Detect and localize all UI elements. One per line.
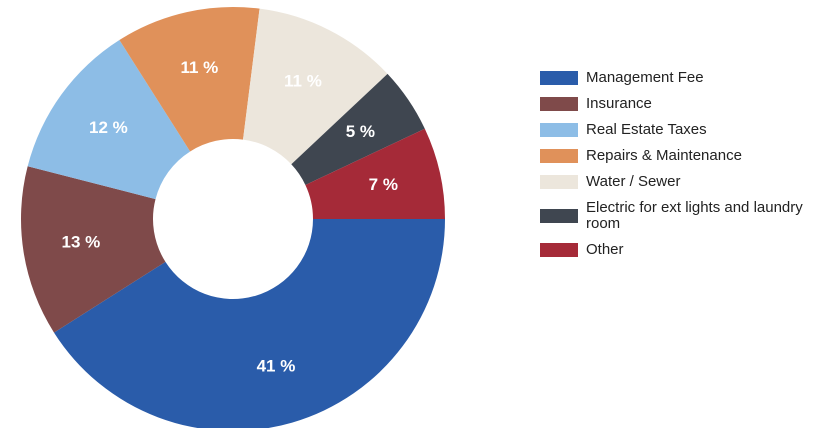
legend-label: Management Fee — [586, 69, 704, 86]
legend-item: Electric for ext lights and laundry room — [540, 200, 810, 232]
legend-swatch — [540, 71, 578, 85]
slice-label: 5 % — [346, 122, 375, 141]
legend-item: Real Estate Taxes — [540, 122, 810, 138]
slice-label: 41 % — [257, 356, 296, 375]
legend-item: Other — [540, 242, 810, 258]
legend-label: Real Estate Taxes — [586, 121, 707, 138]
legend-item: Management Fee — [540, 70, 810, 86]
legend-label: Insurance — [586, 95, 652, 112]
legend-swatch — [540, 149, 578, 163]
legend-swatch — [540, 209, 578, 223]
legend-label: Water / Sewer — [586, 173, 681, 190]
legend-label: Electric for ext lights and laundry room — [586, 199, 803, 232]
slice-label: 11 % — [284, 71, 322, 90]
slice-label: 12 % — [89, 118, 128, 137]
slice — [21, 166, 166, 333]
slice — [119, 6, 260, 152]
slice — [27, 40, 191, 200]
slice — [291, 73, 425, 185]
legend-item: Water / Sewer — [540, 174, 810, 190]
legend: Management Fee Insurance Real Estate Taxes… — [540, 70, 810, 268]
legend-swatch — [540, 97, 578, 111]
legend-label: Repairs & Maintenance — [586, 147, 742, 164]
legend-swatch — [540, 243, 578, 257]
legend-item: Insurance — [540, 96, 810, 112]
slice-label: 13 % — [62, 233, 101, 252]
legend-swatch — [540, 123, 578, 137]
legend-item: Repairs & Maintenance — [540, 148, 810, 164]
slice — [243, 8, 388, 165]
slice — [305, 128, 445, 219]
slice — [54, 219, 445, 428]
slice-label: 11 % — [180, 58, 218, 77]
legend-label: Other — [586, 241, 624, 258]
slice-label: 7 % — [369, 175, 398, 194]
legend-swatch — [540, 175, 578, 189]
